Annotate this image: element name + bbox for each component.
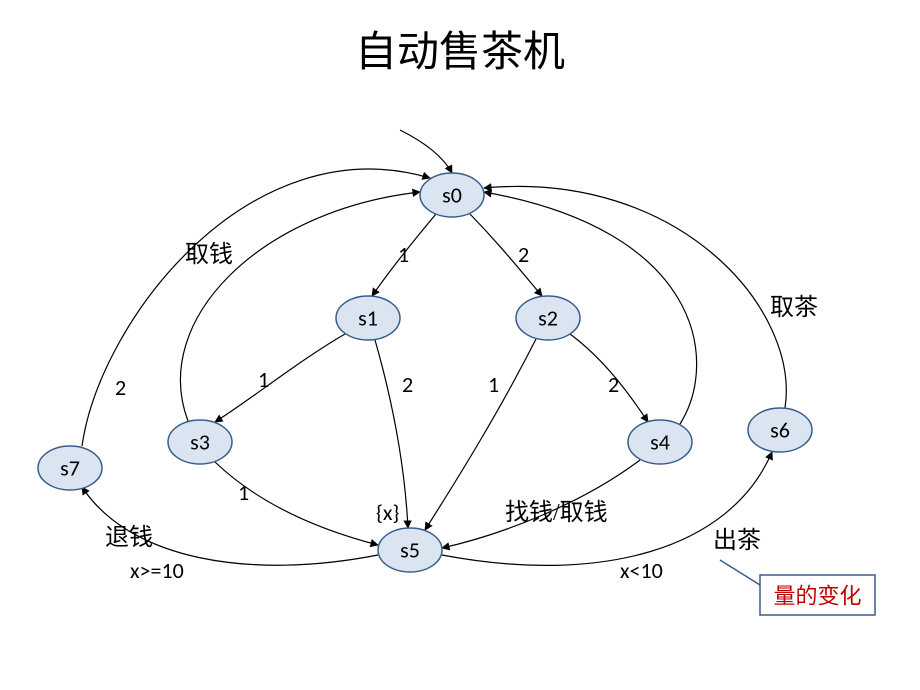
state-label-s2: s2 — [538, 305, 558, 332]
state-diagram: s0 s1 s2 s3 s4 s5 s6 s7 1 2 1 2 1 2 1 取钱找钱/取钱 {x} 2 退钱 x>=… — [0, 0, 920, 690]
edge-s4-s0 — [484, 192, 697, 424]
edge-label-s0-s1: 1 — [398, 241, 409, 268]
edge-label-s5-s6: x<10 — [620, 557, 663, 584]
edge-label-s3-s5: 1 — [238, 479, 249, 506]
edge-label-x-label: {x} — [376, 499, 399, 526]
state-label-s3: s3 — [190, 429, 210, 456]
edge-label-s2-s4: 2 — [608, 371, 619, 398]
edge-label-s6-s0: 取茶 — [770, 294, 818, 321]
edge-label-s5-s7: 退钱 — [105, 524, 153, 551]
callout-text: 量的变化 — [773, 584, 861, 609]
state-label-s0: s0 — [442, 182, 462, 209]
state-label-s6: s6 — [770, 417, 790, 444]
edge-label-s7-s0: 2 — [115, 374, 126, 401]
edge-label-s1-s5: 2 — [402, 371, 413, 398]
edge-label-s1-s3: 1 — [258, 366, 269, 393]
edge-s6-s0 — [484, 186, 786, 408]
edge-label-s3-s0: 取钱 — [185, 241, 233, 268]
state-label-s7: s7 — [60, 455, 80, 482]
state-label-s1: s1 — [358, 305, 378, 332]
edge-label-s2-s5: 1 — [488, 371, 499, 398]
state-label-s4: s4 — [650, 429, 670, 456]
state-label-s5: s5 — [400, 537, 420, 564]
edge-s0-s2 — [470, 214, 542, 296]
edge-label-s5-s7: x>=10 — [130, 557, 184, 584]
edge-label-s0-s2: 2 — [518, 241, 529, 268]
edge-s1-s3 — [215, 334, 345, 422]
callout-pointer — [720, 560, 760, 585]
edge-init — [400, 130, 452, 173]
edge-label-s4-s5: 找钱/取钱 — [505, 499, 608, 526]
edge-label-s5-s6: 出茶 — [713, 527, 761, 554]
